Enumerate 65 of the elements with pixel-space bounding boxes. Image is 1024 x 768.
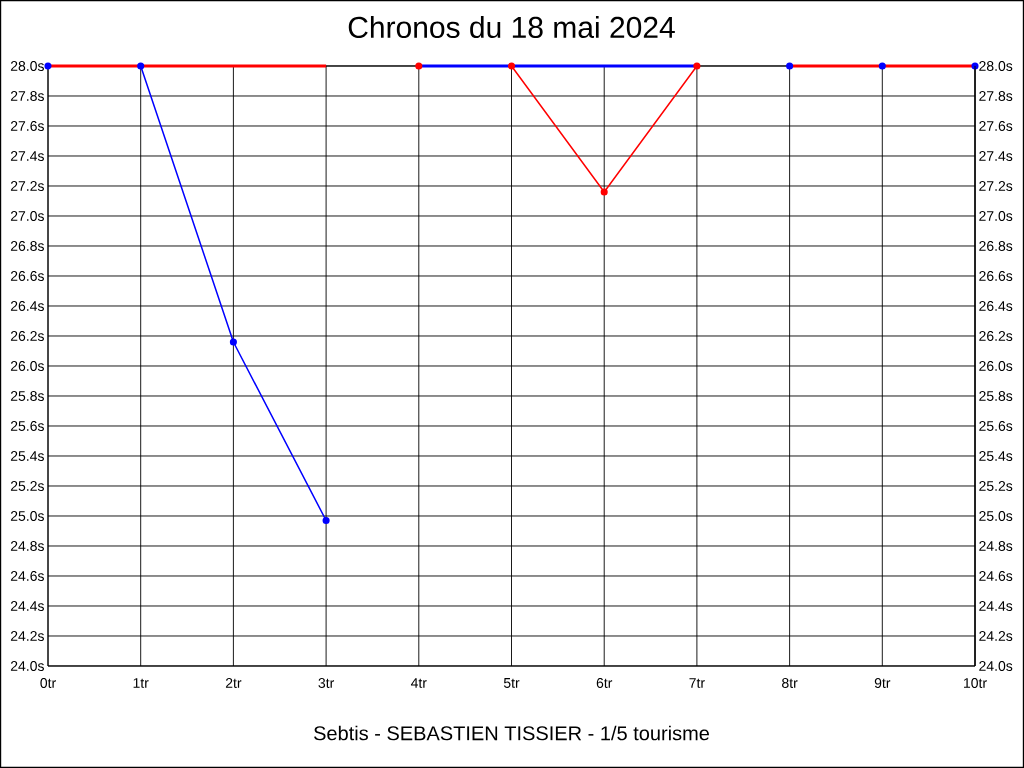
- y2-tick-label: 24.8s: [979, 541, 1013, 551]
- y-tick-label: 24.2s: [10, 631, 44, 641]
- y-tick-label: 27.0s: [10, 211, 44, 221]
- x-tick-label: 6tr: [596, 678, 613, 688]
- y-tick-label: 26.8s: [10, 241, 44, 251]
- y-tick-label: 27.4s: [10, 151, 44, 161]
- y2-tick-label: 26.2s: [979, 331, 1013, 341]
- x-tick-label: 7tr: [689, 678, 705, 688]
- point: [415, 62, 423, 70]
- y-tick-label: 25.8s: [10, 391, 44, 401]
- y-tick-label: 26.2s: [10, 331, 44, 341]
- x-axis-title: Sebtis - SEBASTIEN TISSIER - 1/5 tourisme: [314, 725, 709, 741]
- x-tick-label: 5tr: [503, 678, 520, 688]
- x-tick-label: 1tr: [133, 678, 149, 688]
- y-tick-label: 27.2s: [10, 181, 44, 191]
- y-tick-label: 25.6s: [10, 421, 44, 431]
- y2-tick-label: 27.0s: [979, 211, 1013, 221]
- y2-tick-label: 28.0s: [979, 61, 1013, 71]
- y2-tick-label: 26.4s: [979, 301, 1013, 311]
- point: [44, 62, 52, 70]
- y2-tick-label: 26.8s: [979, 241, 1013, 251]
- chart-title: Chronos du 18 mai 2024: [348, 16, 675, 39]
- x-tick-label: 3tr: [318, 678, 335, 688]
- y-tick-label: 24.8s: [10, 541, 44, 551]
- y2-tick-label: 24.4s: [979, 601, 1013, 611]
- y2-tick-label: 24.2s: [979, 631, 1013, 641]
- y2-tick-label: 25.6s: [979, 421, 1013, 431]
- y2-tick-label: 27.6s: [979, 121, 1013, 131]
- x-tick-label: 2tr: [225, 678, 242, 688]
- y2-tick-label: 26.0s: [979, 361, 1013, 371]
- y2-tick-label: 26.6s: [979, 271, 1013, 281]
- point: [507, 62, 516, 70]
- y-tick-label: 25.4s: [10, 451, 44, 461]
- y-tick-label: 28.0s: [10, 61, 44, 71]
- point: [229, 338, 237, 346]
- y-tick-label: 25.2s: [10, 481, 44, 491]
- x-tick-label: 0tr: [40, 678, 56, 688]
- y-tick-label: 26.6s: [10, 271, 44, 281]
- y-tick-label: 27.6s: [10, 121, 44, 131]
- x-tick-label: 4tr: [410, 678, 427, 688]
- point: [600, 188, 608, 196]
- y-tick-label: 24.4s: [10, 601, 44, 611]
- y-tick-label: 25.0s: [10, 511, 44, 521]
- y2-tick-label: 25.0s: [979, 511, 1013, 521]
- point: [137, 62, 145, 70]
- y2-tick-label: 27.4s: [979, 151, 1013, 161]
- y-tick-label: 27.8s: [10, 91, 44, 101]
- x-tick-label: 10tr: [964, 678, 987, 688]
- y2-tick-label: 27.2s: [979, 181, 1013, 191]
- point: [693, 62, 701, 70]
- point: [878, 62, 886, 70]
- y2-tick-label: 24.0s: [979, 661, 1013, 671]
- y-tick-label: 26.0s: [10, 361, 44, 371]
- y2-tick-label: 25.4s: [979, 451, 1013, 461]
- y2-tick-label: 25.8s: [979, 391, 1013, 401]
- x-tick-label: 8tr: [782, 678, 798, 688]
- y2-tick-label: 24.6s: [979, 571, 1013, 581]
- x-tick-label: 9tr: [874, 678, 891, 688]
- y-tick-label: 24.0s: [10, 661, 44, 671]
- point: [322, 516, 330, 525]
- y2-tick-label: 25.2s: [979, 481, 1013, 491]
- y-tick-label: 24.6s: [10, 571, 44, 581]
- y-tick-label: 26.4s: [10, 301, 44, 311]
- y2-tick-label: 27.8s: [979, 91, 1013, 101]
- point: [786, 62, 794, 70]
